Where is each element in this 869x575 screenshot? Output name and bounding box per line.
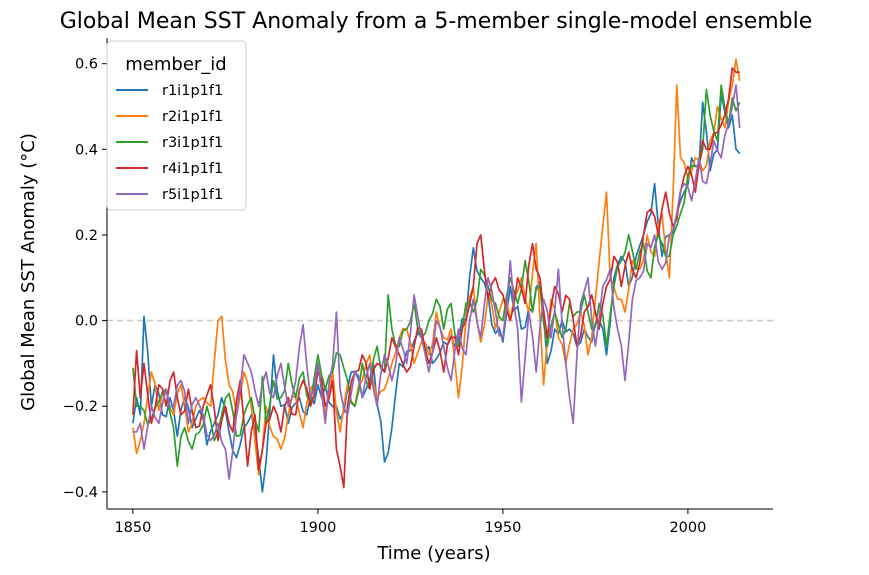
legend-items: r1i1p1f1 r2i1p1f1 r3i1p1f1 r4i1p1f1 r5i1p1f1 (116, 83, 223, 203)
legend: member_id r1i1p1f1 r2i1p1f1 r3i1p1f1 r4i1p1… (106, 40, 247, 211)
chart-title: Global Mean SST Anomaly from a 5-member … (60, 9, 813, 34)
legend-label-r4i1p1f1: r4i1p1f1 (162, 161, 223, 177)
legend-title: member_id (125, 54, 226, 75)
x-tick-label: 1950 (484, 520, 521, 536)
y-tick-label: 0.2 (75, 228, 98, 244)
y-tick-label: 0.0 (75, 314, 98, 330)
y-axis-ticks: −0.4 −0.2 0.0 0.2 0.4 0.6 (63, 57, 107, 501)
y-tick-label: −0.2 (63, 399, 98, 415)
legend-label-r3i1p1f1: r3i1p1f1 (162, 135, 223, 151)
legend-label-r2i1p1f1: r2i1p1f1 (162, 109, 223, 125)
series-layer (132, 58, 741, 493)
legend-label-r1i1p1f1: r1i1p1f1 (162, 83, 223, 99)
y-tick-label: 0.4 (75, 142, 98, 158)
series-line-r1i1p1f1 (132, 92, 741, 493)
y-tick-label: 0.6 (75, 57, 98, 73)
x-tick-label: 1850 (114, 520, 151, 536)
y-axis-label: Global Mean SST Anomaly (°C) (18, 133, 39, 411)
y-tick-label: −0.4 (63, 485, 98, 501)
series-line-r5i1p1f1 (132, 84, 741, 480)
legend-label-r5i1p1f1: r5i1p1f1 (162, 187, 223, 203)
x-tick-label: 2000 (669, 520, 706, 536)
x-tick-label: 1900 (299, 520, 336, 536)
series-line-r4i1p1f1 (132, 67, 740, 489)
x-axis-label: Time (years) (376, 543, 490, 564)
x-axis-ticks: 1850 1900 1950 2000 (114, 509, 706, 536)
